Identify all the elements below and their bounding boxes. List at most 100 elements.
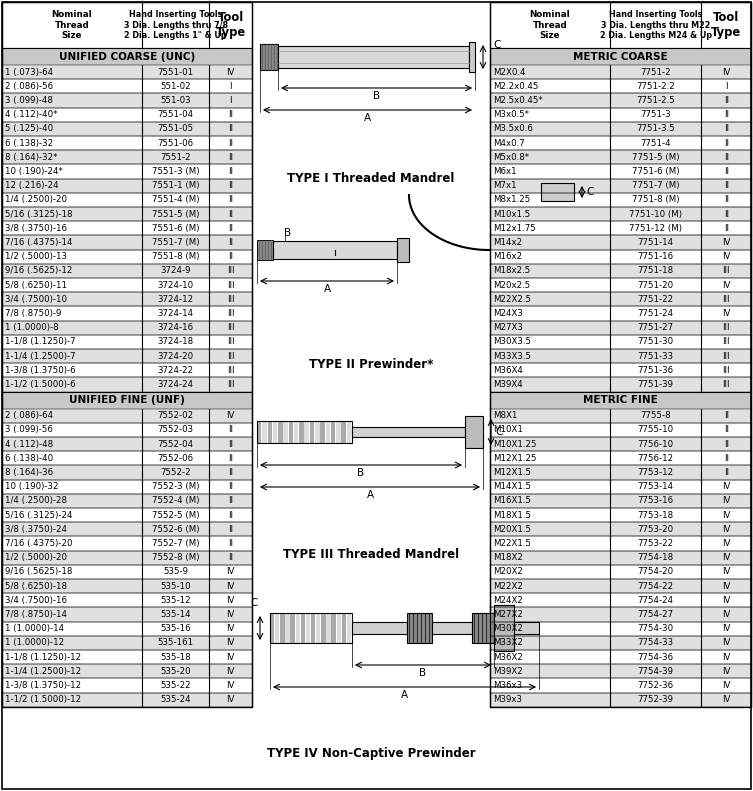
Bar	[2, 292, 252, 306]
Text: TYPE III Threaded Mandrel: TYPE III Threaded Mandrel	[283, 547, 459, 561]
Bar	[490, 593, 751, 607]
Text: 3/4 (.7500)-16: 3/4 (.7500)-16	[5, 596, 67, 605]
Text: 7/16 (.4375)-20: 7/16 (.4375)-20	[5, 539, 72, 548]
Text: 7751-6 (M): 7751-6 (M)	[632, 167, 679, 176]
Text: A: A	[367, 490, 373, 500]
Text: III: III	[722, 338, 730, 346]
Bar	[2, 349, 252, 363]
Text: II: II	[724, 440, 729, 448]
Text: III: III	[227, 324, 234, 332]
Bar	[270, 613, 352, 643]
Text: 7751-2: 7751-2	[640, 67, 671, 77]
Text: 7552-5 (M): 7552-5 (M)	[152, 511, 200, 520]
Text: IV: IV	[227, 67, 235, 77]
Text: Nominal
Thread
Size: Nominal Thread Size	[529, 10, 571, 40]
Bar	[2, 465, 252, 479]
Text: 6 (.138)-32: 6 (.138)-32	[5, 138, 53, 148]
Text: IV: IV	[227, 567, 235, 577]
Text: IV: IV	[722, 695, 730, 704]
Text: III: III	[227, 365, 234, 375]
Text: 12 (.216)-24: 12 (.216)-24	[5, 181, 59, 190]
Bar	[2, 423, 252, 437]
Bar	[300, 613, 305, 643]
Bar	[2, 679, 252, 693]
Bar	[490, 465, 751, 479]
Text: 5/8 (.6250)-18: 5/8 (.6250)-18	[5, 581, 67, 591]
Text: IV: IV	[722, 624, 730, 634]
Text: 535-18: 535-18	[160, 653, 191, 661]
Text: 1/2 (.5000)-13: 1/2 (.5000)-13	[5, 252, 67, 261]
Bar	[490, 264, 751, 278]
Text: IV: IV	[722, 483, 730, 491]
Text: Tool
Type: Tool Type	[711, 11, 741, 39]
Text: A: A	[324, 284, 331, 294]
Text: II: II	[724, 195, 729, 204]
Text: I: I	[725, 81, 727, 91]
Bar	[2, 607, 252, 622]
Text: 7751-30: 7751-30	[638, 338, 674, 346]
Text: C: C	[251, 598, 258, 608]
Bar	[490, 392, 751, 409]
Bar	[490, 693, 751, 707]
Text: IV: IV	[227, 695, 235, 704]
Text: M6x1: M6x1	[493, 167, 517, 176]
Text: IV: IV	[722, 252, 730, 261]
Bar	[2, 593, 252, 607]
Text: 551-03: 551-03	[160, 96, 191, 105]
Bar	[2, 494, 252, 508]
Text: II: II	[228, 238, 233, 247]
Text: M27X2: M27X2	[493, 610, 523, 619]
Bar	[490, 579, 751, 593]
Text: 7552-02: 7552-02	[157, 411, 194, 420]
Text: M12X1.25: M12X1.25	[493, 454, 536, 463]
Bar	[2, 136, 252, 150]
Bar	[2, 437, 252, 451]
Text: 3/8 (.3750)-16: 3/8 (.3750)-16	[5, 224, 67, 233]
Bar	[490, 607, 751, 622]
Bar	[2, 377, 252, 392]
Bar	[490, 250, 751, 264]
Text: 6 (.138)-40: 6 (.138)-40	[5, 454, 53, 463]
Bar	[490, 377, 751, 392]
Text: II: II	[724, 110, 729, 119]
Text: IV: IV	[722, 553, 730, 562]
Text: 7752-39: 7752-39	[638, 695, 674, 704]
Text: II: II	[724, 426, 729, 434]
Text: IV: IV	[722, 524, 730, 534]
Text: 1/2 (.5000)-20: 1/2 (.5000)-20	[5, 553, 67, 562]
Text: 7751-22: 7751-22	[638, 295, 674, 304]
Bar	[2, 508, 252, 522]
Text: B: B	[285, 228, 291, 238]
Text: 7751-8 (M): 7751-8 (M)	[632, 195, 679, 204]
Text: 3724-24: 3724-24	[157, 380, 194, 389]
Text: B: B	[419, 668, 426, 678]
Text: METRIC COARSE: METRIC COARSE	[573, 51, 668, 62]
Text: 7754-27: 7754-27	[638, 610, 674, 619]
Text: UNIFIED FINE (UNF): UNIFIED FINE (UNF)	[69, 395, 185, 405]
Text: M7x1: M7x1	[493, 181, 517, 190]
Text: M27X3: M27X3	[493, 324, 523, 332]
Text: 1 (1.0000)-12: 1 (1.0000)-12	[5, 638, 64, 647]
Bar	[490, 479, 751, 494]
Bar	[514, 622, 539, 634]
Text: 7751-16: 7751-16	[638, 252, 674, 261]
Text: 1-3/8 (1.3750)-12: 1-3/8 (1.3750)-12	[5, 681, 81, 690]
Bar	[490, 409, 751, 423]
Text: IV: IV	[227, 638, 235, 647]
Bar	[490, 48, 751, 65]
Text: M2.5x0.45*: M2.5x0.45*	[493, 96, 543, 105]
Text: 7756-10: 7756-10	[638, 440, 674, 448]
Bar	[490, 551, 751, 565]
Bar	[490, 522, 751, 536]
Text: II: II	[228, 138, 233, 148]
Bar	[2, 409, 252, 423]
Bar	[490, 335, 751, 349]
Text: IV: IV	[722, 596, 730, 605]
Text: M4x0.7: M4x0.7	[493, 138, 525, 148]
Text: 7753-14: 7753-14	[638, 483, 674, 491]
Text: 7551-3 (M): 7551-3 (M)	[152, 167, 200, 176]
Bar	[490, 622, 751, 636]
Text: 7551-01: 7551-01	[157, 67, 194, 77]
Text: II: II	[228, 468, 233, 477]
Bar	[2, 392, 252, 409]
